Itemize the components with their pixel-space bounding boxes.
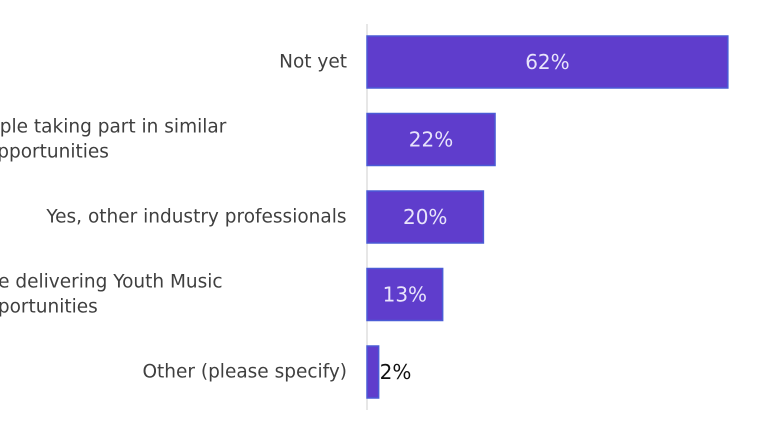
category-label-line: Yes, other industry professionals [45, 207, 346, 228]
category-label-line: opportunities [0, 297, 98, 318]
category-label-1: Not yet [279, 52, 347, 73]
bars-group [366, 35, 729, 399]
category-label-line: Yes, other people taking part in similar [0, 117, 227, 138]
category-label-line: Other (please specify) [142, 362, 347, 383]
bar-3 [366, 190, 485, 244]
bar-4 [366, 267, 444, 322]
value-labels-group: 62% 22% 20% 13% 2% [380, 50, 570, 384]
category-label-3: Yes, other industry professionals [45, 207, 346, 228]
category-label-4: Yes, other people delivering Youth Music… [0, 272, 223, 318]
category-labels-group: Not yet Yes, other people taking part in … [0, 52, 347, 383]
value-label-5: 2% [380, 360, 412, 384]
bar-5 [366, 345, 380, 399]
category-label-5: Other (please specify) [142, 362, 347, 383]
bar-1 [366, 35, 729, 89]
value-label-2: 22% [409, 128, 453, 152]
category-label-line: Yes, other people delivering Youth Music [0, 272, 223, 293]
value-label-4: 13% [383, 283, 427, 307]
category-label-2: Yes, other people taking part in similar… [0, 117, 227, 163]
bar-2 [366, 112, 496, 167]
value-label-3: 20% [403, 205, 447, 229]
value-label-1: 62% [525, 50, 569, 74]
category-label-line: Not yet [279, 52, 347, 73]
category-label-line: opportunities [0, 142, 109, 163]
